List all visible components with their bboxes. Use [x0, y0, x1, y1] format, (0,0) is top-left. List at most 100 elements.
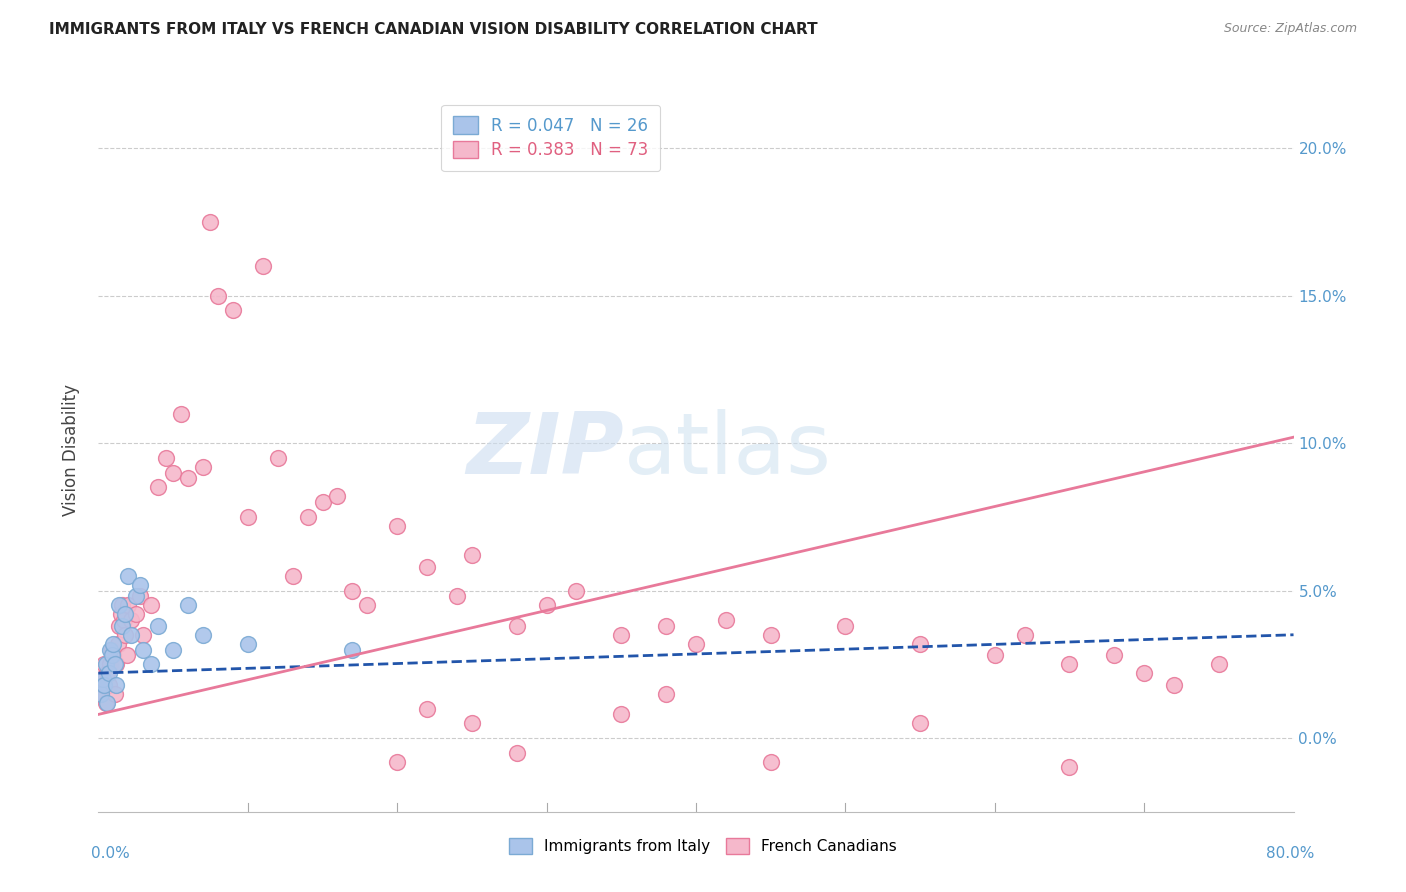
Point — [385, 518, 409, 533]
Point — [96, 696, 118, 710]
Point — [1059, 657, 1081, 672]
Point — [125, 590, 148, 604]
Point — [177, 599, 200, 613]
Point — [207, 288, 229, 302]
Point — [191, 459, 214, 474]
Point — [91, 672, 114, 686]
Point — [93, 657, 115, 672]
Point — [326, 489, 349, 503]
Point — [101, 648, 124, 663]
Text: 0.0%: 0.0% — [91, 847, 131, 861]
Point — [908, 716, 931, 731]
Point — [91, 678, 114, 692]
Point — [103, 648, 125, 663]
Text: IMMIGRANTS FROM ITALY VS FRENCH CANADIAN VISION DISABILITY CORRELATION CHART: IMMIGRANTS FROM ITALY VS FRENCH CANADIAN… — [49, 22, 818, 37]
Point — [139, 599, 162, 613]
Y-axis label: Vision Disability: Vision Disability — [62, 384, 80, 516]
Point — [1059, 760, 1081, 774]
Text: ZIP: ZIP — [467, 409, 624, 492]
Point — [105, 657, 128, 672]
Point — [200, 215, 222, 229]
Point — [416, 560, 439, 574]
Point — [984, 648, 1007, 663]
Point — [610, 707, 633, 722]
Point — [108, 599, 131, 613]
Point — [132, 628, 155, 642]
Point — [1104, 648, 1126, 663]
Point — [148, 480, 170, 494]
Point — [101, 642, 124, 657]
Point — [162, 466, 184, 480]
Text: Source: ZipAtlas.com: Source: ZipAtlas.com — [1223, 22, 1357, 36]
Point — [311, 495, 333, 509]
Point — [115, 648, 138, 663]
Point — [461, 548, 484, 562]
Point — [191, 628, 214, 642]
Point — [565, 583, 588, 598]
Point — [96, 666, 118, 681]
Point — [139, 657, 162, 672]
Point — [506, 746, 529, 760]
Point — [236, 509, 259, 524]
Point — [714, 613, 737, 627]
Point — [1133, 666, 1156, 681]
Point — [120, 613, 142, 627]
Point — [110, 607, 132, 621]
Point — [342, 583, 364, 598]
Point — [759, 628, 782, 642]
Point — [125, 607, 148, 621]
Point — [834, 619, 856, 633]
Point — [236, 637, 259, 651]
Point — [117, 569, 139, 583]
Point — [98, 657, 122, 672]
Point — [267, 450, 290, 465]
Point — [655, 619, 678, 633]
Point — [104, 657, 127, 672]
Point — [655, 687, 678, 701]
Point — [416, 701, 439, 715]
Point — [104, 687, 127, 701]
Point — [162, 642, 184, 657]
Point — [169, 407, 191, 421]
Point — [90, 687, 112, 701]
Point — [108, 619, 131, 633]
Point — [107, 637, 129, 651]
Point — [129, 590, 152, 604]
Point — [105, 678, 128, 692]
Point — [356, 599, 378, 613]
Point — [132, 642, 155, 657]
Point — [342, 642, 364, 657]
Point — [759, 755, 782, 769]
Point — [98, 642, 122, 657]
Point — [446, 590, 468, 604]
Point — [610, 628, 633, 642]
Point — [90, 672, 112, 686]
Point — [111, 619, 134, 633]
Point — [97, 666, 120, 681]
Point — [97, 678, 120, 692]
Point — [506, 619, 529, 633]
Point — [117, 599, 139, 613]
Point — [297, 509, 319, 524]
Point — [222, 303, 245, 318]
Point — [1014, 628, 1036, 642]
Point — [177, 471, 200, 485]
Point — [281, 569, 304, 583]
Point — [252, 259, 274, 273]
Text: atlas: atlas — [624, 409, 832, 492]
Point — [908, 637, 931, 651]
Point — [111, 599, 134, 613]
Point — [103, 637, 125, 651]
Point — [461, 716, 484, 731]
Text: 80.0%: 80.0% — [1267, 847, 1315, 861]
Point — [1208, 657, 1230, 672]
Point — [1163, 678, 1185, 692]
Point — [93, 678, 115, 692]
Point — [89, 687, 111, 701]
Legend: Immigrants from Italy, French Canadians: Immigrants from Italy, French Canadians — [502, 830, 904, 862]
Point — [114, 628, 136, 642]
Point — [112, 613, 135, 627]
Point — [129, 577, 152, 591]
Point — [155, 450, 177, 465]
Point — [94, 696, 117, 710]
